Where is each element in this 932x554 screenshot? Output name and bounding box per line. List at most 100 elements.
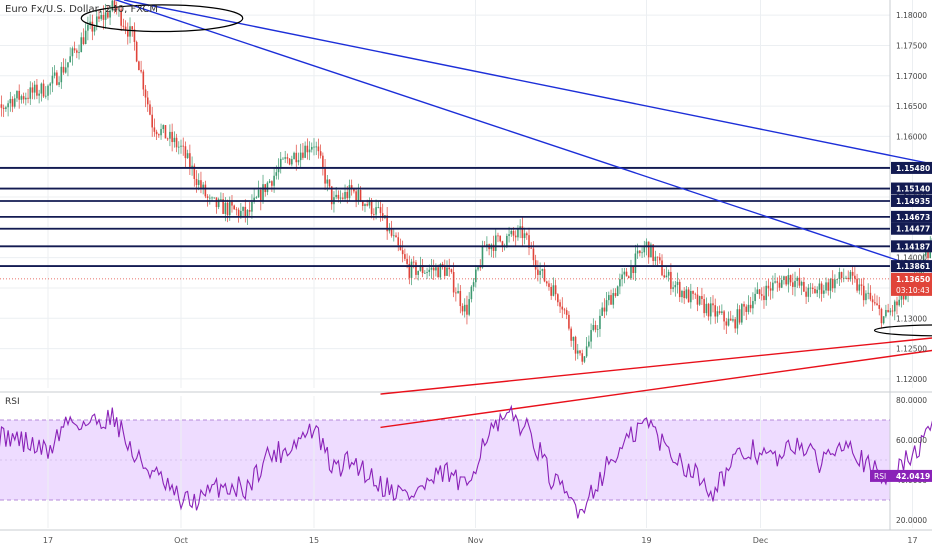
candle-body [284,157,286,159]
time-axis-label: 19 [641,536,651,545]
candle-body [867,293,869,294]
candle-body [898,300,900,305]
candle-body [413,262,415,263]
candle-body [209,198,211,199]
candle-body [876,303,878,305]
candle-body [262,184,264,201]
candle-body [544,269,546,281]
candle-body [659,257,661,260]
candle-body [76,50,78,52]
candle-body [176,138,178,148]
candle-body [182,146,184,147]
candle-body [612,293,614,305]
candle-body [473,282,475,287]
candle-body [584,356,586,361]
candle-body [852,272,854,276]
candle-body [38,94,40,96]
candle-body [794,281,796,287]
candle-body [94,27,96,32]
candle-body [342,198,344,199]
rsi-value-label: 42.0419 [896,472,930,481]
candle-body [561,307,563,310]
candle-body [732,319,734,320]
candle-body [570,329,572,341]
candle-body [663,275,665,277]
candle-body [694,294,696,295]
candle-body [776,281,778,282]
candle-body [781,280,783,288]
candle-body [231,202,233,206]
candle-body [557,294,559,302]
candle-body [606,300,608,311]
candle-body [180,146,182,147]
candle-body [249,210,251,212]
candle-body [566,310,568,315]
candle-body [539,271,541,275]
candle-body [690,291,692,302]
candle-body [72,48,74,56]
time-axis-label: Oct [174,536,188,545]
candle-body [615,293,617,296]
candle-body [655,257,657,261]
candle-body [156,132,158,134]
candle-body [202,185,204,188]
candle-body [801,282,803,286]
candle-body [610,295,612,305]
candle-body [417,271,419,275]
candle-body [7,103,9,107]
candle-body [404,254,406,259]
candle-body [373,214,375,215]
candle-body [154,127,156,131]
candle-body [748,305,750,312]
candle-body [61,67,63,82]
candle-body [437,267,439,277]
candle-body [779,283,781,288]
candle-body [136,42,138,61]
candle-body [827,282,829,290]
candle-body [435,267,437,270]
candle-body [67,62,69,67]
candle-body [353,189,355,191]
candle-body [236,209,238,210]
candle-body [411,262,413,278]
candle-body [151,115,153,128]
bar-countdown-label: 03:10:43 [896,286,930,295]
candle-body [712,303,714,305]
candle-body [32,87,34,92]
candle-body [788,275,790,284]
candle-body [632,266,634,273]
candle-body [885,310,887,316]
candle-body [559,302,561,306]
rsi-badge-name: RSI [874,472,886,481]
candle-body [174,138,176,142]
candle-body [588,342,590,347]
candle-body [289,159,291,165]
candle-body [881,309,883,323]
candle-body [830,279,832,291]
candle-body [785,276,787,284]
candle-body [856,279,858,291]
candle-body [763,296,765,300]
price-axis-label: 1.17500 [896,41,927,50]
candle-body [291,159,293,164]
candle-body [395,235,397,237]
candle-body [169,132,171,139]
candle-body [805,292,807,297]
candle-body [178,147,180,148]
candle-body [167,138,169,139]
candle-body [462,306,464,311]
candle-body [65,67,67,72]
candle-body [238,210,240,217]
candle-body [737,309,739,328]
candle-body [847,278,849,279]
candle-body [688,289,690,302]
candle-body [460,291,462,306]
candle-body [415,262,417,275]
candle-body [358,190,360,201]
candle-body [446,268,448,276]
candle-body [668,272,670,276]
candle-body [581,353,583,361]
rsi-axis-label: 20.0000 [896,516,927,525]
candle-body [657,257,659,258]
